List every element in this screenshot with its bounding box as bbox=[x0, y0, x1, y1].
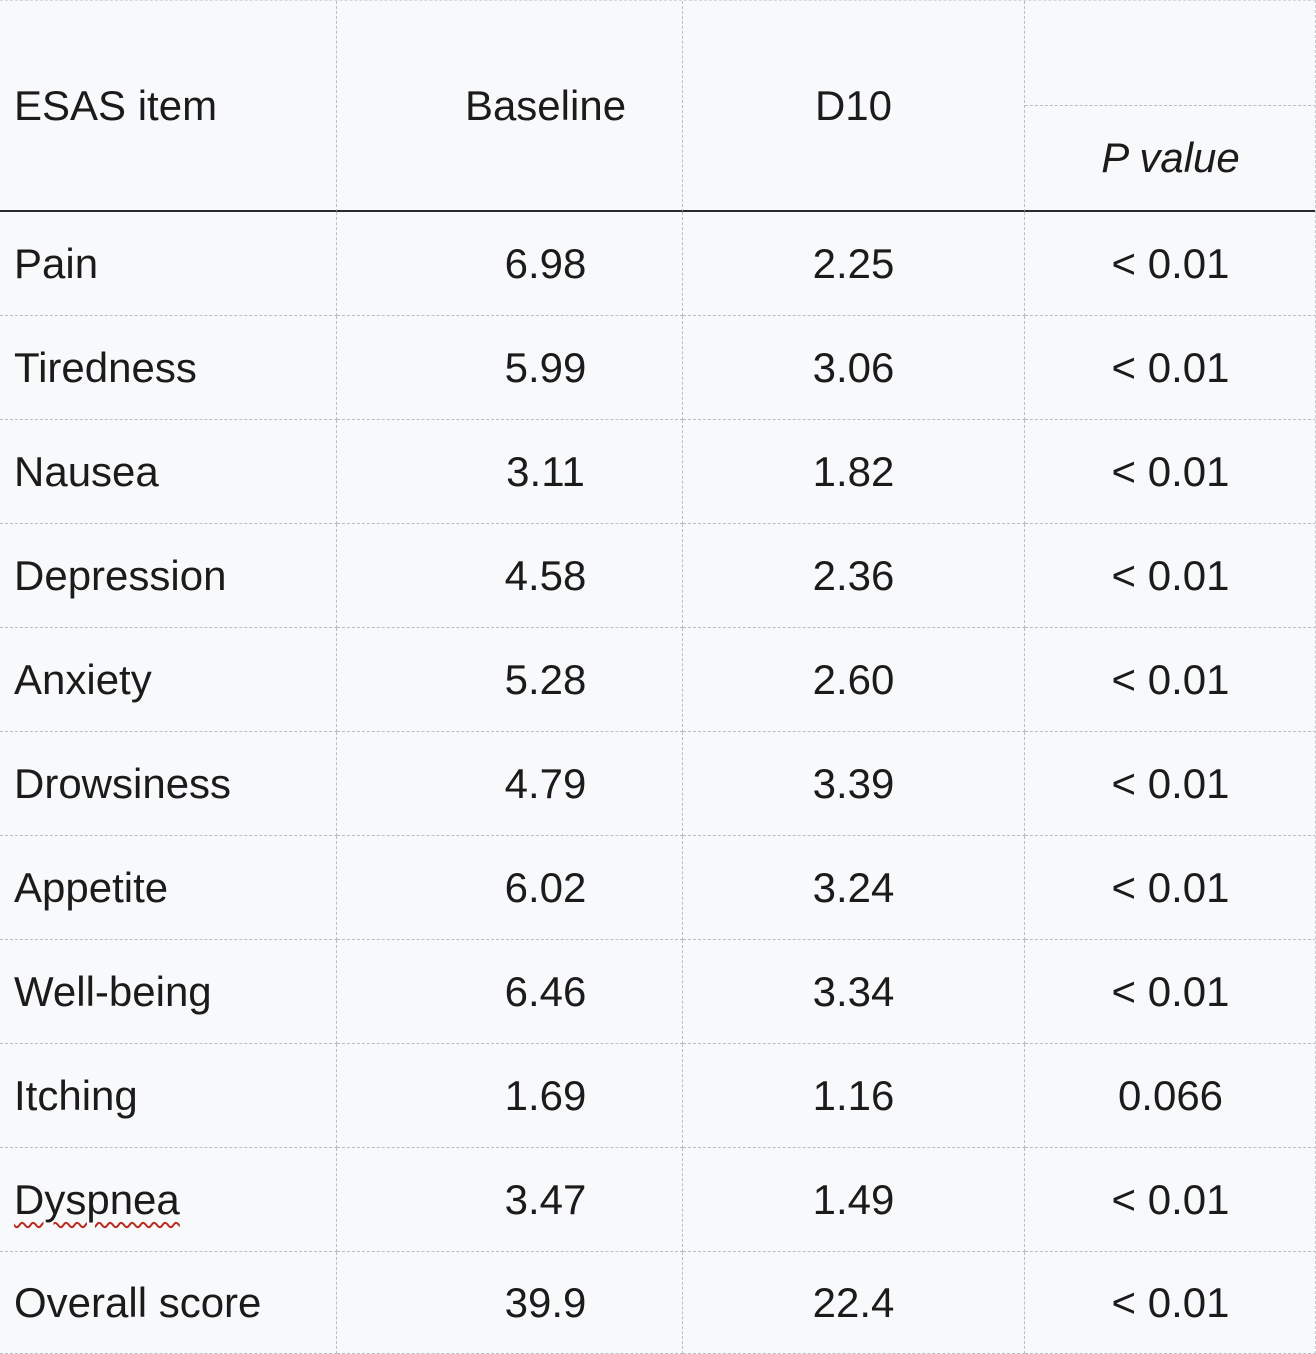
row-item-label: Itching bbox=[0, 1044, 337, 1148]
row-item-label: Pain bbox=[0, 212, 337, 316]
column-header-p-value: P value bbox=[1025, 1, 1315, 212]
misspelled-word: Dyspnea bbox=[14, 1175, 180, 1223]
row-p-value: < 0.01 bbox=[1025, 732, 1315, 836]
row-d10-value: 3.06 bbox=[683, 316, 1025, 420]
row-baseline-value: 1.69 bbox=[337, 1044, 683, 1148]
row-p-value: < 0.01 bbox=[1025, 420, 1315, 524]
row-d10-value: 1.49 bbox=[683, 1148, 1025, 1252]
row-item-label: Nausea bbox=[0, 420, 337, 524]
row-d10-value: 2.25 bbox=[683, 212, 1025, 316]
row-baseline-value: 5.28 bbox=[337, 628, 683, 732]
row-item-label: Dyspnea bbox=[0, 1148, 337, 1252]
row-d10-value: 1.16 bbox=[683, 1044, 1025, 1148]
column-header-baseline: Baseline bbox=[337, 1, 683, 212]
row-d10-value: 1.82 bbox=[683, 420, 1025, 524]
row-item-label: Tiredness bbox=[0, 316, 337, 420]
row-d10-value: 2.36 bbox=[683, 524, 1025, 628]
row-item-label: Drowsiness bbox=[0, 732, 337, 836]
row-p-value: < 0.01 bbox=[1025, 1252, 1315, 1354]
row-item-label: Overall score bbox=[0, 1252, 337, 1354]
row-baseline-value: 6.46 bbox=[337, 940, 683, 1044]
row-d10-value: 3.34 bbox=[683, 940, 1025, 1044]
column-header-d10: D10 bbox=[683, 1, 1025, 212]
row-d10-value: 22.4 bbox=[683, 1252, 1025, 1354]
row-p-value: < 0.01 bbox=[1025, 212, 1315, 316]
row-d10-value: 3.39 bbox=[683, 732, 1025, 836]
row-baseline-value: 3.47 bbox=[337, 1148, 683, 1252]
row-baseline-value: 6.98 bbox=[337, 212, 683, 316]
row-d10-value: 2.60 bbox=[683, 628, 1025, 732]
row-p-value: < 0.01 bbox=[1025, 1148, 1315, 1252]
row-baseline-value: 3.11 bbox=[337, 420, 683, 524]
row-baseline-value: 5.99 bbox=[337, 316, 683, 420]
row-baseline-value: 4.79 bbox=[337, 732, 683, 836]
row-d10-value: 3.24 bbox=[683, 836, 1025, 940]
p-value-header-empty-subcell bbox=[1025, 1, 1315, 106]
row-baseline-value: 4.58 bbox=[337, 524, 683, 628]
row-p-value: < 0.01 bbox=[1025, 628, 1315, 732]
row-item-label: Well-being bbox=[0, 940, 337, 1044]
row-p-value: < 0.01 bbox=[1025, 836, 1315, 940]
p-value-header-label: P value bbox=[1101, 134, 1240, 181]
row-item-label: Anxiety bbox=[0, 628, 337, 732]
row-p-value: 0.066 bbox=[1025, 1044, 1315, 1148]
row-item-label: Appetite bbox=[0, 836, 337, 940]
row-item-label: Depression bbox=[0, 524, 337, 628]
row-baseline-value: 6.02 bbox=[337, 836, 683, 940]
column-header-esas-item: ESAS item bbox=[0, 1, 337, 212]
row-p-value: < 0.01 bbox=[1025, 524, 1315, 628]
row-baseline-value: 39.9 bbox=[337, 1252, 683, 1354]
row-p-value: < 0.01 bbox=[1025, 940, 1315, 1044]
row-p-value: < 0.01 bbox=[1025, 316, 1315, 420]
